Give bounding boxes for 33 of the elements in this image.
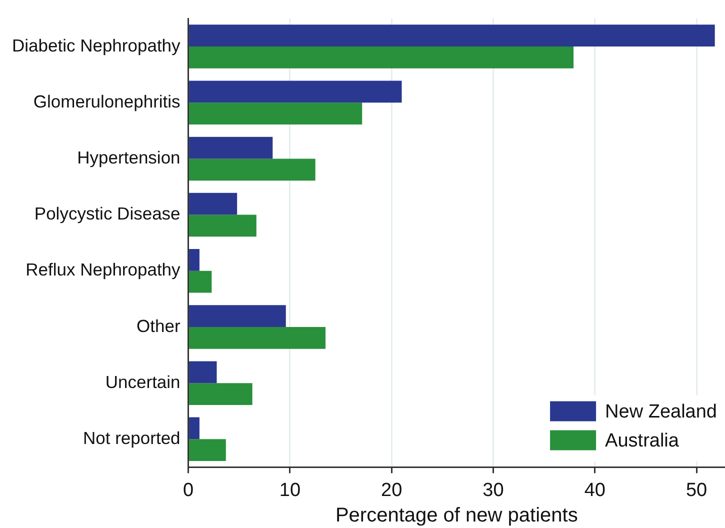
y-tick-label: Reflux Nephropathy bbox=[26, 260, 181, 280]
y-tick-label: Other bbox=[136, 316, 180, 336]
bar bbox=[189, 80, 402, 103]
y-tick-label: Diabetic Nephropathy bbox=[12, 35, 181, 56]
y-tick-label: Not reported bbox=[83, 428, 180, 448]
y-tick-label: Glomerulonephritis bbox=[33, 91, 181, 112]
bar bbox=[189, 439, 226, 462]
y-tick-label: Polycystic Disease bbox=[34, 204, 180, 224]
y-tick-label: Hypertension bbox=[77, 148, 180, 168]
bar bbox=[189, 102, 362, 125]
bar bbox=[189, 326, 326, 349]
x-tick-label: 50 bbox=[686, 480, 708, 501]
bar bbox=[189, 270, 212, 293]
x-tick-label: 40 bbox=[584, 480, 606, 501]
x-tick-label: 20 bbox=[381, 480, 402, 501]
bar bbox=[189, 214, 256, 237]
legend-label: Australia bbox=[605, 430, 680, 452]
bar bbox=[189, 136, 273, 159]
legend-label: New Zealand bbox=[605, 401, 718, 422]
y-tick-label: Uncertain bbox=[105, 372, 180, 392]
x-tick-label: 0 bbox=[183, 480, 194, 501]
bar bbox=[189, 383, 252, 405]
bar bbox=[189, 24, 715, 47]
bar bbox=[189, 158, 316, 181]
x-tick-label: 10 bbox=[279, 480, 301, 501]
bar bbox=[189, 249, 200, 271]
x-tick-label: 30 bbox=[482, 480, 504, 501]
bar bbox=[189, 46, 574, 68]
bar bbox=[189, 305, 286, 327]
x-axis-title: Percentage of new patients bbox=[335, 504, 578, 527]
bar bbox=[189, 192, 238, 215]
bar bbox=[189, 417, 200, 440]
bar bbox=[189, 361, 217, 384]
